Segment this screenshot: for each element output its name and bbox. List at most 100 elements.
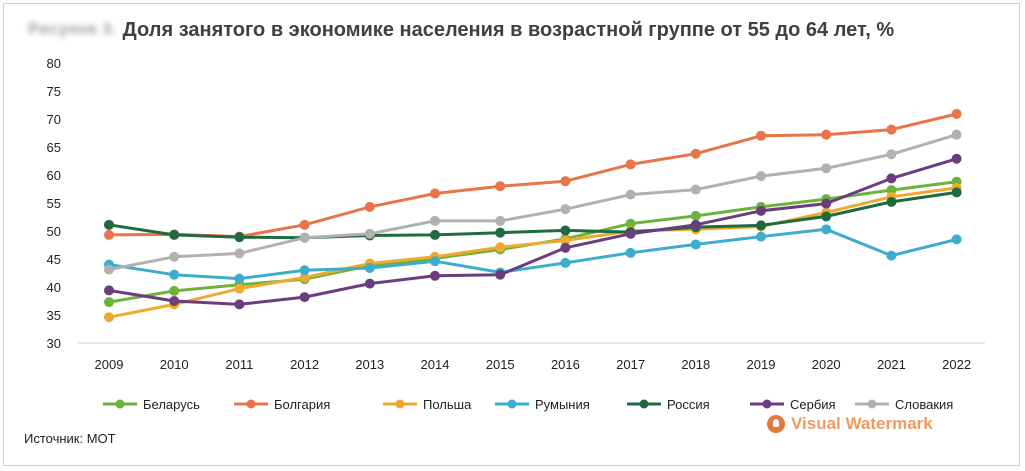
watermark: Visual Watermark bbox=[767, 411, 933, 437]
y-tick-label: 30 bbox=[47, 336, 61, 351]
y-tick-label: 40 bbox=[47, 280, 61, 295]
data-point-россия bbox=[495, 227, 506, 238]
data-point-словакия bbox=[104, 264, 114, 275]
y-tick-label: 45 bbox=[47, 252, 61, 267]
data-point-россия bbox=[104, 219, 114, 230]
x-tick-label: 2013 bbox=[355, 357, 384, 372]
x-tick-label: 2012 bbox=[290, 357, 319, 372]
x-tick-label: 2010 bbox=[160, 357, 189, 372]
series-line-сербия bbox=[107, 157, 959, 306]
data-point-сербия bbox=[886, 173, 897, 184]
legend-label-польша: Польша bbox=[423, 397, 472, 412]
data-point-беларусь bbox=[690, 210, 701, 221]
legend-marker-болгария bbox=[246, 399, 256, 409]
data-point-сербия bbox=[299, 292, 310, 303]
x-tick-label: 2018 bbox=[681, 357, 710, 372]
data-point-болгария bbox=[821, 129, 832, 140]
data-point-сербия bbox=[104, 285, 114, 296]
data-point-болгария bbox=[364, 201, 375, 212]
legend-label-сербия: Сербия bbox=[790, 397, 836, 412]
data-point-словакия bbox=[234, 248, 245, 259]
series-line-россия bbox=[107, 190, 959, 240]
y-tick-label: 50 bbox=[47, 224, 61, 239]
legend-label-словакия: Словакия bbox=[895, 397, 953, 412]
data-point-словакия bbox=[756, 171, 766, 182]
series-line-румыния bbox=[107, 227, 959, 281]
data-point-польша bbox=[234, 283, 245, 294]
data-point-румыния bbox=[364, 262, 375, 273]
data-point-сербия bbox=[169, 296, 180, 306]
legend-marker-польша bbox=[395, 399, 405, 409]
data-point-болгария bbox=[495, 181, 506, 192]
lock-icon bbox=[767, 415, 785, 433]
data-point-словакия bbox=[625, 189, 636, 200]
legend-marker-россия bbox=[639, 399, 649, 409]
data-point-болгария bbox=[690, 148, 701, 159]
data-point-румыния bbox=[169, 269, 180, 280]
y-tick-label: 80 bbox=[47, 56, 61, 71]
chart-title: Доля занятого в экономике населения в во… bbox=[122, 18, 895, 41]
series-line-словакия bbox=[107, 133, 959, 272]
data-point-румыния bbox=[234, 273, 245, 284]
x-tick-label: 2009 bbox=[95, 357, 124, 372]
data-point-болгария bbox=[886, 124, 897, 135]
data-point-болгария bbox=[756, 130, 766, 141]
data-point-болгария bbox=[951, 108, 962, 119]
data-point-сербия bbox=[951, 153, 962, 164]
data-point-румыния bbox=[886, 250, 897, 261]
data-point-россия bbox=[951, 187, 962, 198]
data-point-румыния bbox=[821, 224, 832, 235]
x-tick-label: 2014 bbox=[421, 357, 450, 372]
data-point-болгария bbox=[430, 188, 440, 199]
x-tick-label: 2017 bbox=[616, 357, 645, 372]
data-point-сербия bbox=[690, 219, 701, 230]
data-point-словакия bbox=[495, 215, 506, 226]
legend-label-болгария: Болгария bbox=[274, 397, 330, 412]
data-point-румыния bbox=[625, 247, 636, 258]
data-point-словакия bbox=[299, 232, 310, 243]
legend-marker-беларусь bbox=[115, 399, 125, 409]
data-point-россия bbox=[886, 196, 897, 207]
watermark-text: Visual Watermark bbox=[791, 414, 933, 433]
data-point-сербия bbox=[495, 269, 506, 280]
data-point-словакия bbox=[690, 184, 701, 195]
data-point-россия bbox=[821, 211, 832, 222]
data-point-болгария bbox=[299, 219, 310, 230]
x-tick-label: 2022 bbox=[942, 357, 971, 372]
data-point-сербия bbox=[430, 270, 440, 281]
data-point-польша bbox=[495, 242, 506, 253]
legend-label-россия: Россия bbox=[667, 397, 710, 412]
legend-label-румыния: Румыния bbox=[535, 397, 590, 412]
data-point-румыния bbox=[756, 231, 766, 242]
data-point-польша bbox=[299, 272, 310, 283]
source-note: Источник: МОТ bbox=[24, 431, 116, 446]
x-tick-label: 2015 bbox=[486, 357, 515, 372]
data-point-словакия bbox=[886, 149, 897, 160]
data-point-румыния bbox=[430, 256, 440, 267]
data-point-румыния bbox=[560, 257, 571, 268]
x-tick-label: 2021 bbox=[877, 357, 906, 372]
legend-marker-румыния bbox=[507, 399, 517, 409]
legend-marker-сербия bbox=[762, 399, 772, 409]
data-point-россия bbox=[560, 225, 571, 236]
data-point-польша bbox=[104, 312, 114, 323]
figure-frame bbox=[3, 3, 1020, 466]
data-point-польша bbox=[560, 235, 571, 246]
data-point-болгария bbox=[560, 176, 571, 187]
data-point-румыния bbox=[690, 239, 701, 250]
data-point-россия bbox=[756, 220, 766, 231]
y-tick-label: 60 bbox=[47, 168, 61, 183]
figure-label: Рисунок 3. bbox=[28, 21, 117, 38]
data-point-сербия bbox=[560, 242, 571, 253]
data-point-румыния bbox=[951, 234, 962, 245]
series-line-болгария bbox=[107, 112, 959, 239]
data-point-болгария bbox=[625, 159, 636, 170]
data-point-сербия bbox=[364, 278, 375, 289]
data-point-румыния bbox=[299, 265, 310, 276]
data-point-беларусь bbox=[169, 285, 180, 296]
x-tick-label: 2020 bbox=[812, 357, 841, 372]
series-line-польша bbox=[107, 186, 959, 319]
y-tick-label: 70 bbox=[47, 112, 61, 127]
data-point-словакия bbox=[951, 129, 962, 140]
